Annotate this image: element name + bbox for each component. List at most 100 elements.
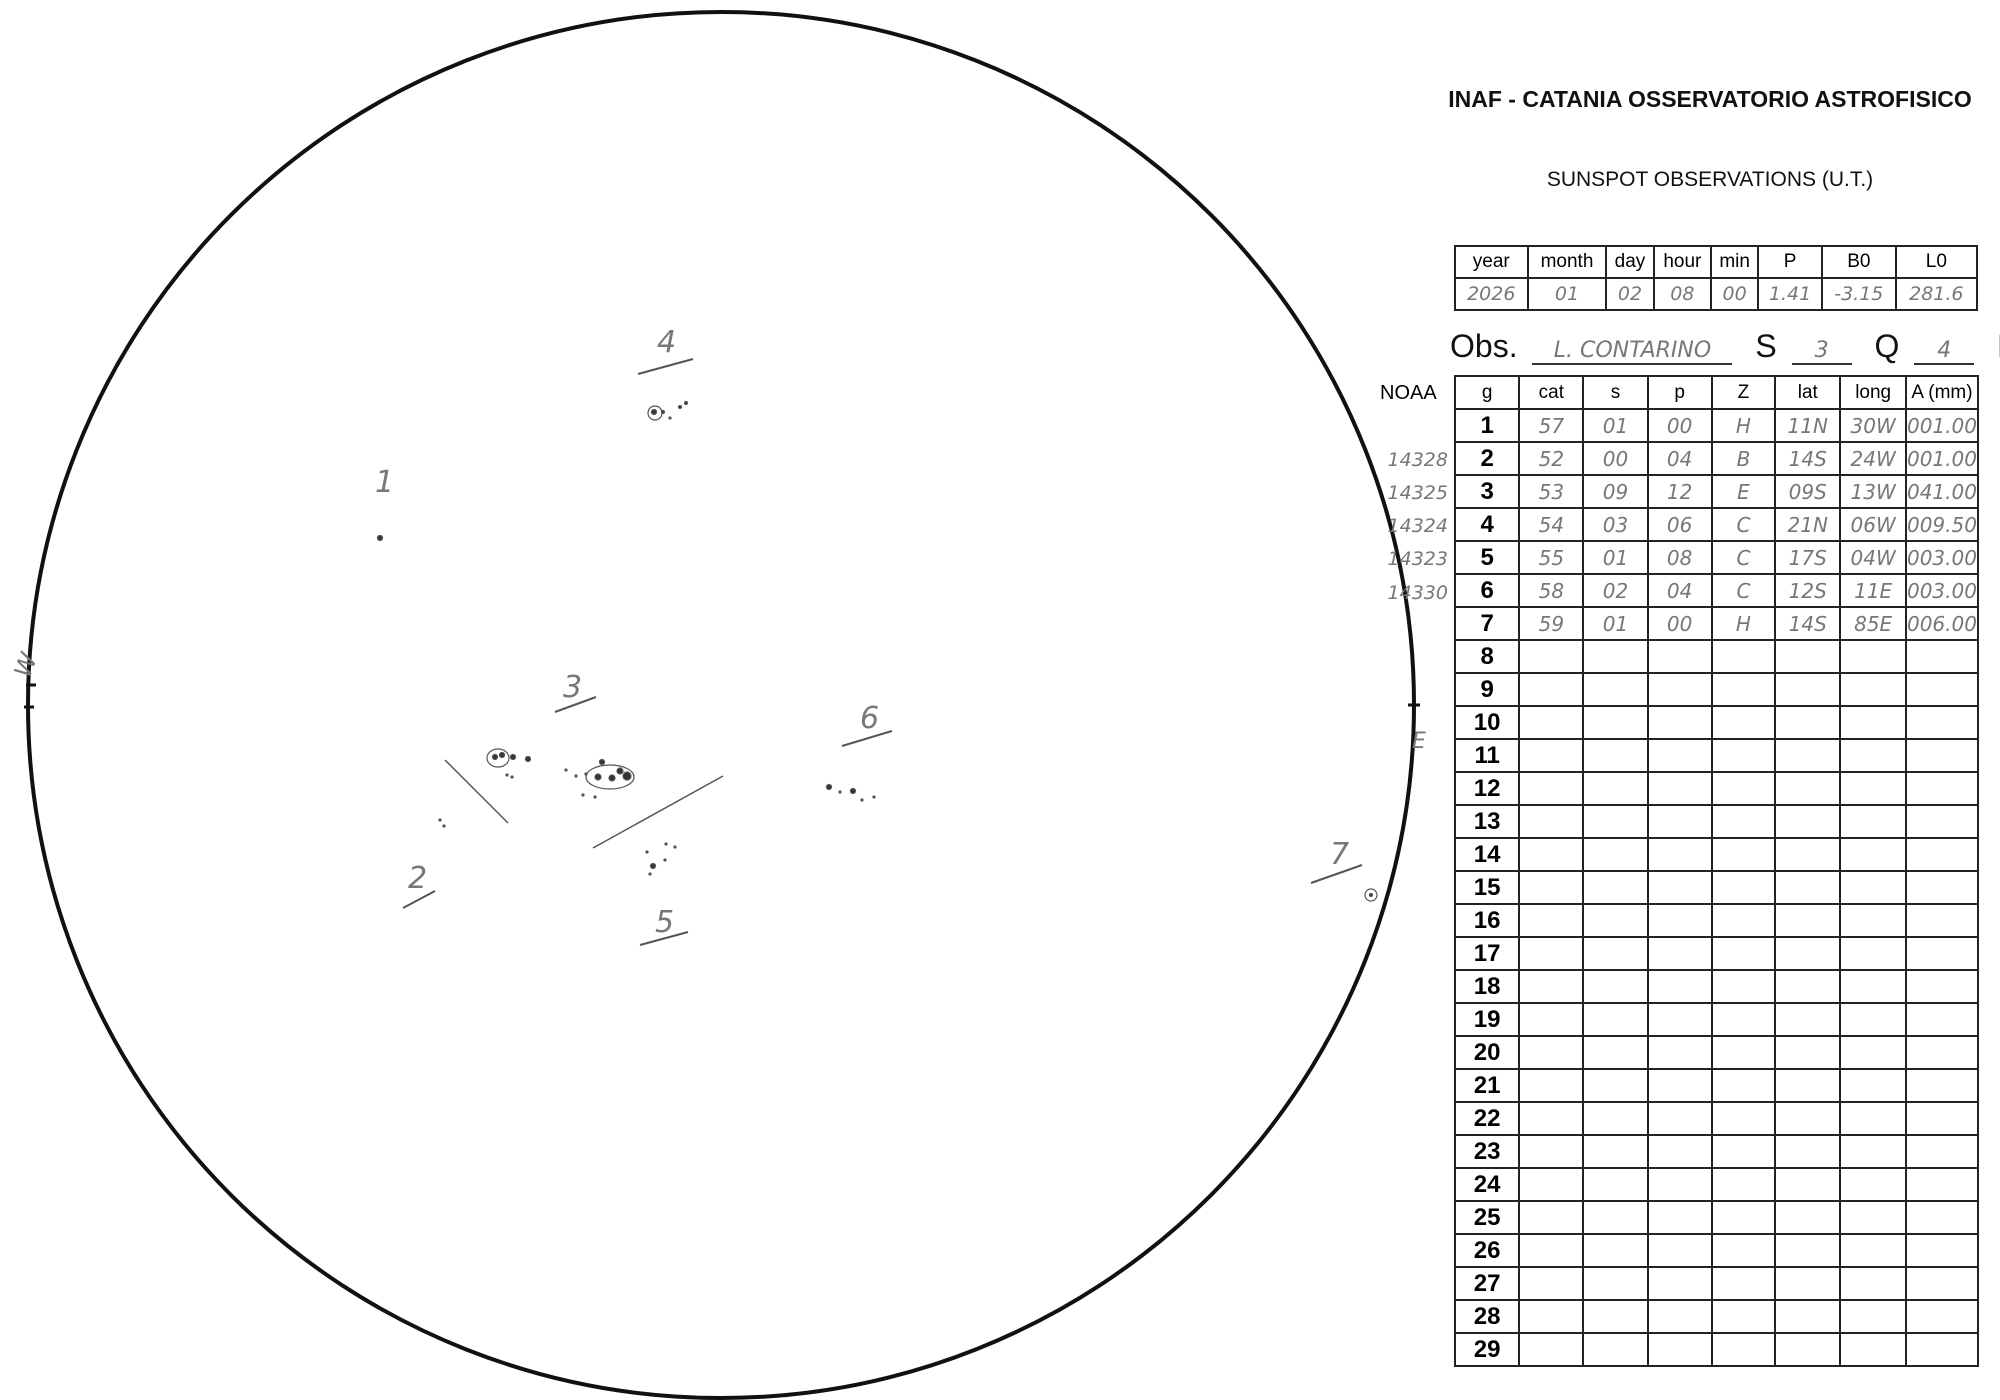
cell-p	[1646, 672, 1713, 707]
cell-lat: 14S	[1774, 441, 1842, 476]
noaa-label: NOAA	[1380, 382, 1437, 404]
cell-long	[1839, 936, 1907, 971]
cell-g: 23	[1453, 1134, 1521, 1169]
table-row: 20	[1453, 1035, 1980, 1070]
observer-line: Obs. L. CONTARINO S 3 Q 4 R 121	[1450, 328, 2000, 365]
table-row: 4 54 03 06 C 21N 06W 009.50	[1453, 507, 1980, 542]
cell-cat: 53	[1518, 474, 1585, 509]
cell-long	[1839, 1002, 1907, 1037]
table-row: 18	[1453, 969, 1980, 1004]
table-row: 16	[1453, 903, 1980, 938]
cell-z	[1710, 1167, 1777, 1202]
cell-s: 01	[1582, 606, 1649, 641]
cell-z: H	[1710, 606, 1777, 641]
cell-lat	[1774, 1101, 1842, 1136]
cell-z	[1710, 1299, 1777, 1334]
cell-z	[1710, 1233, 1777, 1268]
cell-cat	[1518, 1167, 1585, 1202]
cell-cat	[1518, 1233, 1585, 1268]
group-separator-line	[444, 759, 509, 824]
time-value: -3.15	[1820, 277, 1897, 311]
cell-cat	[1518, 1266, 1585, 1301]
sunspot-group-3	[486, 748, 635, 799]
cell-lat: 21N	[1774, 507, 1842, 542]
cell-p: 04	[1646, 573, 1713, 608]
table-row: 2 52 00 04 B 14S 24W 001.00	[1453, 441, 1980, 476]
cell-a	[1904, 870, 1980, 905]
cell-p: 00	[1646, 606, 1713, 641]
q-label: Q	[1874, 328, 1900, 364]
cell-s	[1582, 1068, 1649, 1103]
cell-g: 6	[1453, 573, 1521, 608]
cell-s	[1582, 1200, 1649, 1235]
time-value: 00	[1710, 277, 1760, 311]
time-column-header: min	[1710, 245, 1760, 279]
time-value: 1.41	[1757, 277, 1823, 311]
cell-long	[1839, 1233, 1907, 1268]
cell-a	[1904, 639, 1980, 674]
cell-g: 26	[1453, 1233, 1521, 1268]
cell-long	[1839, 1266, 1907, 1301]
cell-p	[1646, 738, 1713, 773]
cell-cat	[1518, 936, 1585, 971]
cell-a: 001.00	[1904, 441, 1980, 476]
cell-g: 15	[1453, 870, 1521, 905]
cell-g: 7	[1453, 606, 1521, 641]
cell-p	[1646, 969, 1713, 1004]
cell-lat	[1774, 639, 1842, 674]
cell-z	[1710, 804, 1777, 839]
cell-lat	[1774, 1200, 1842, 1235]
cell-z	[1710, 936, 1777, 971]
cell-a	[1904, 1299, 1980, 1334]
table-row: 14	[1453, 837, 1980, 872]
cell-z	[1710, 1002, 1777, 1037]
cell-z	[1710, 1068, 1777, 1103]
cell-g: 22	[1453, 1101, 1521, 1136]
group-3-underline	[554, 696, 597, 713]
time-column-header: B0	[1820, 245, 1897, 279]
cell-cat	[1518, 738, 1585, 773]
cell-long	[1839, 1101, 1907, 1136]
cell-a	[1904, 672, 1980, 707]
cell-lat: 09S	[1774, 474, 1842, 509]
cell-s	[1582, 1299, 1649, 1334]
cell-lat	[1774, 705, 1842, 740]
group-label-2: 2	[408, 861, 427, 896]
cell-long	[1839, 771, 1907, 806]
table-row: 1 57 01 00 H 11N 30W 001.00	[1453, 408, 1980, 443]
cell-long	[1839, 672, 1907, 707]
time-column-header: hour	[1652, 245, 1713, 279]
cell-long	[1839, 1068, 1907, 1103]
table-row: 7 59 01 00 H 14S 85E 006.00	[1453, 606, 1980, 641]
cell-long	[1839, 705, 1907, 740]
cell-lat: 14S	[1774, 606, 1842, 641]
cell-a	[1904, 903, 1980, 938]
cell-a	[1904, 1233, 1980, 1268]
solar-limb	[26, 10, 1416, 1400]
cell-s	[1582, 1167, 1649, 1202]
cell-a	[1904, 705, 1980, 740]
cell-cat	[1518, 1332, 1585, 1367]
east-label: E	[1412, 729, 1426, 754]
cell-cat: 52	[1518, 441, 1585, 476]
cell-z: C	[1710, 507, 1777, 542]
cell-s	[1582, 804, 1649, 839]
cell-cat	[1518, 1002, 1585, 1037]
time-value: 08	[1652, 277, 1713, 311]
time-column-header: year	[1454, 245, 1529, 279]
cell-long	[1839, 837, 1907, 872]
cell-a	[1904, 936, 1980, 971]
cell-lat	[1774, 1299, 1842, 1334]
cell-a	[1904, 1200, 1980, 1235]
sunspot-group-2	[438, 818, 446, 828]
group-label-6: 6	[860, 701, 879, 736]
cell-p: 06	[1646, 507, 1713, 542]
sunspot-group-6	[825, 783, 876, 802]
group-label-7: 7	[1330, 837, 1349, 872]
cell-s	[1582, 1035, 1649, 1070]
table-row: 27	[1453, 1266, 1980, 1301]
cell-z	[1710, 969, 1777, 1004]
table-row: 25	[1453, 1200, 1980, 1235]
cell-p: 04	[1646, 441, 1713, 476]
cell-p	[1646, 1035, 1713, 1070]
